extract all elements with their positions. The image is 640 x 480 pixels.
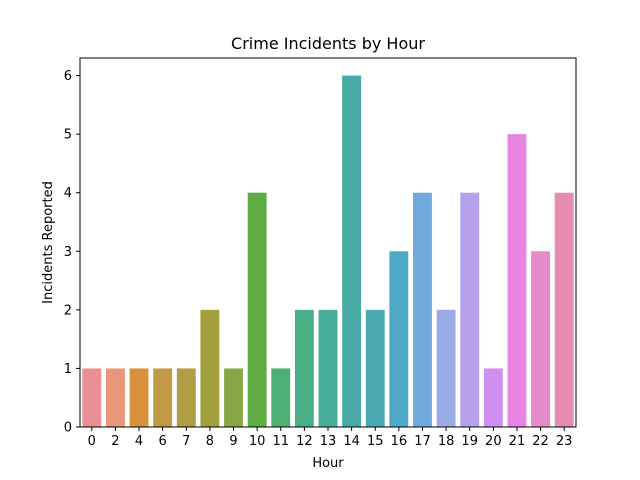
x-tick-label: 20 xyxy=(485,434,502,449)
y-tick-label: 0 xyxy=(64,421,72,436)
x-tick-label: 13 xyxy=(320,434,337,449)
x-tick-label: 8 xyxy=(206,434,214,449)
bar-hour-17 xyxy=(413,192,432,427)
bar-hour-18 xyxy=(436,309,456,427)
bar-hour-20 xyxy=(483,368,503,427)
y-tick-label: 4 xyxy=(64,186,72,201)
x-tick-label: 12 xyxy=(296,434,313,449)
bar-hour-13 xyxy=(318,309,338,427)
bar-hour-4 xyxy=(129,368,149,427)
bar-hour-9 xyxy=(224,368,243,427)
x-tick-label: 17 xyxy=(414,434,431,449)
bar-hour-7 xyxy=(176,368,196,427)
bar-hour-22 xyxy=(531,251,551,427)
x-tick-label: 10 xyxy=(249,434,266,449)
bar-hour-0 xyxy=(82,368,102,427)
x-axis-label: Hour xyxy=(312,456,344,471)
x-tick-label: 0 xyxy=(88,434,96,449)
x-tick-label: 16 xyxy=(391,434,408,449)
bar-hour-8 xyxy=(200,309,220,427)
x-axis: 0 2 4 6 7 8 9 10 11 12 13 14 15 16 17 18 19 20 21 22 23 xyxy=(88,427,573,449)
chart-title: Crime Incidents by Hour xyxy=(231,34,425,53)
bar-hour-11 xyxy=(271,368,291,427)
x-tick-label: 19 xyxy=(461,434,478,449)
x-tick-label: 4 xyxy=(135,434,143,449)
bar-hour-10 xyxy=(247,192,267,427)
x-tick-label: 23 xyxy=(556,434,573,449)
bar-hour-2 xyxy=(105,368,125,427)
x-tick-label: 14 xyxy=(343,434,360,449)
bar-hour-15 xyxy=(365,309,385,427)
bar-hour-19 xyxy=(460,192,480,427)
bar-hour-12 xyxy=(294,309,314,427)
y-tick-label: 5 xyxy=(64,128,72,143)
x-tick-label: 6 xyxy=(159,434,167,449)
bar-hour-16 xyxy=(389,251,409,427)
y-tick-label: 2 xyxy=(64,303,72,318)
x-tick-label: 15 xyxy=(367,434,384,449)
y-tick-label: 3 xyxy=(64,245,72,260)
x-tick-label: 11 xyxy=(272,434,289,449)
x-tick-label: 7 xyxy=(182,434,190,449)
y-tick-label: 1 xyxy=(64,362,72,377)
x-tick-label: 9 xyxy=(229,434,237,449)
x-tick-label: 18 xyxy=(438,434,455,449)
bar-hour-6 xyxy=(153,368,173,427)
bar-hour-21 xyxy=(507,134,527,427)
bar-hour-23 xyxy=(554,192,574,427)
bars-layer xyxy=(82,75,574,427)
y-axis-label: Incidents Reported xyxy=(41,181,56,304)
y-axis: 0 1 2 3 4 5 6 xyxy=(64,69,80,436)
x-tick-label: 22 xyxy=(532,434,549,449)
bar-hour-14 xyxy=(342,75,362,427)
y-tick-label: 6 xyxy=(64,69,72,84)
x-tick-label: 21 xyxy=(509,434,526,449)
x-tick-label: 2 xyxy=(111,434,119,449)
